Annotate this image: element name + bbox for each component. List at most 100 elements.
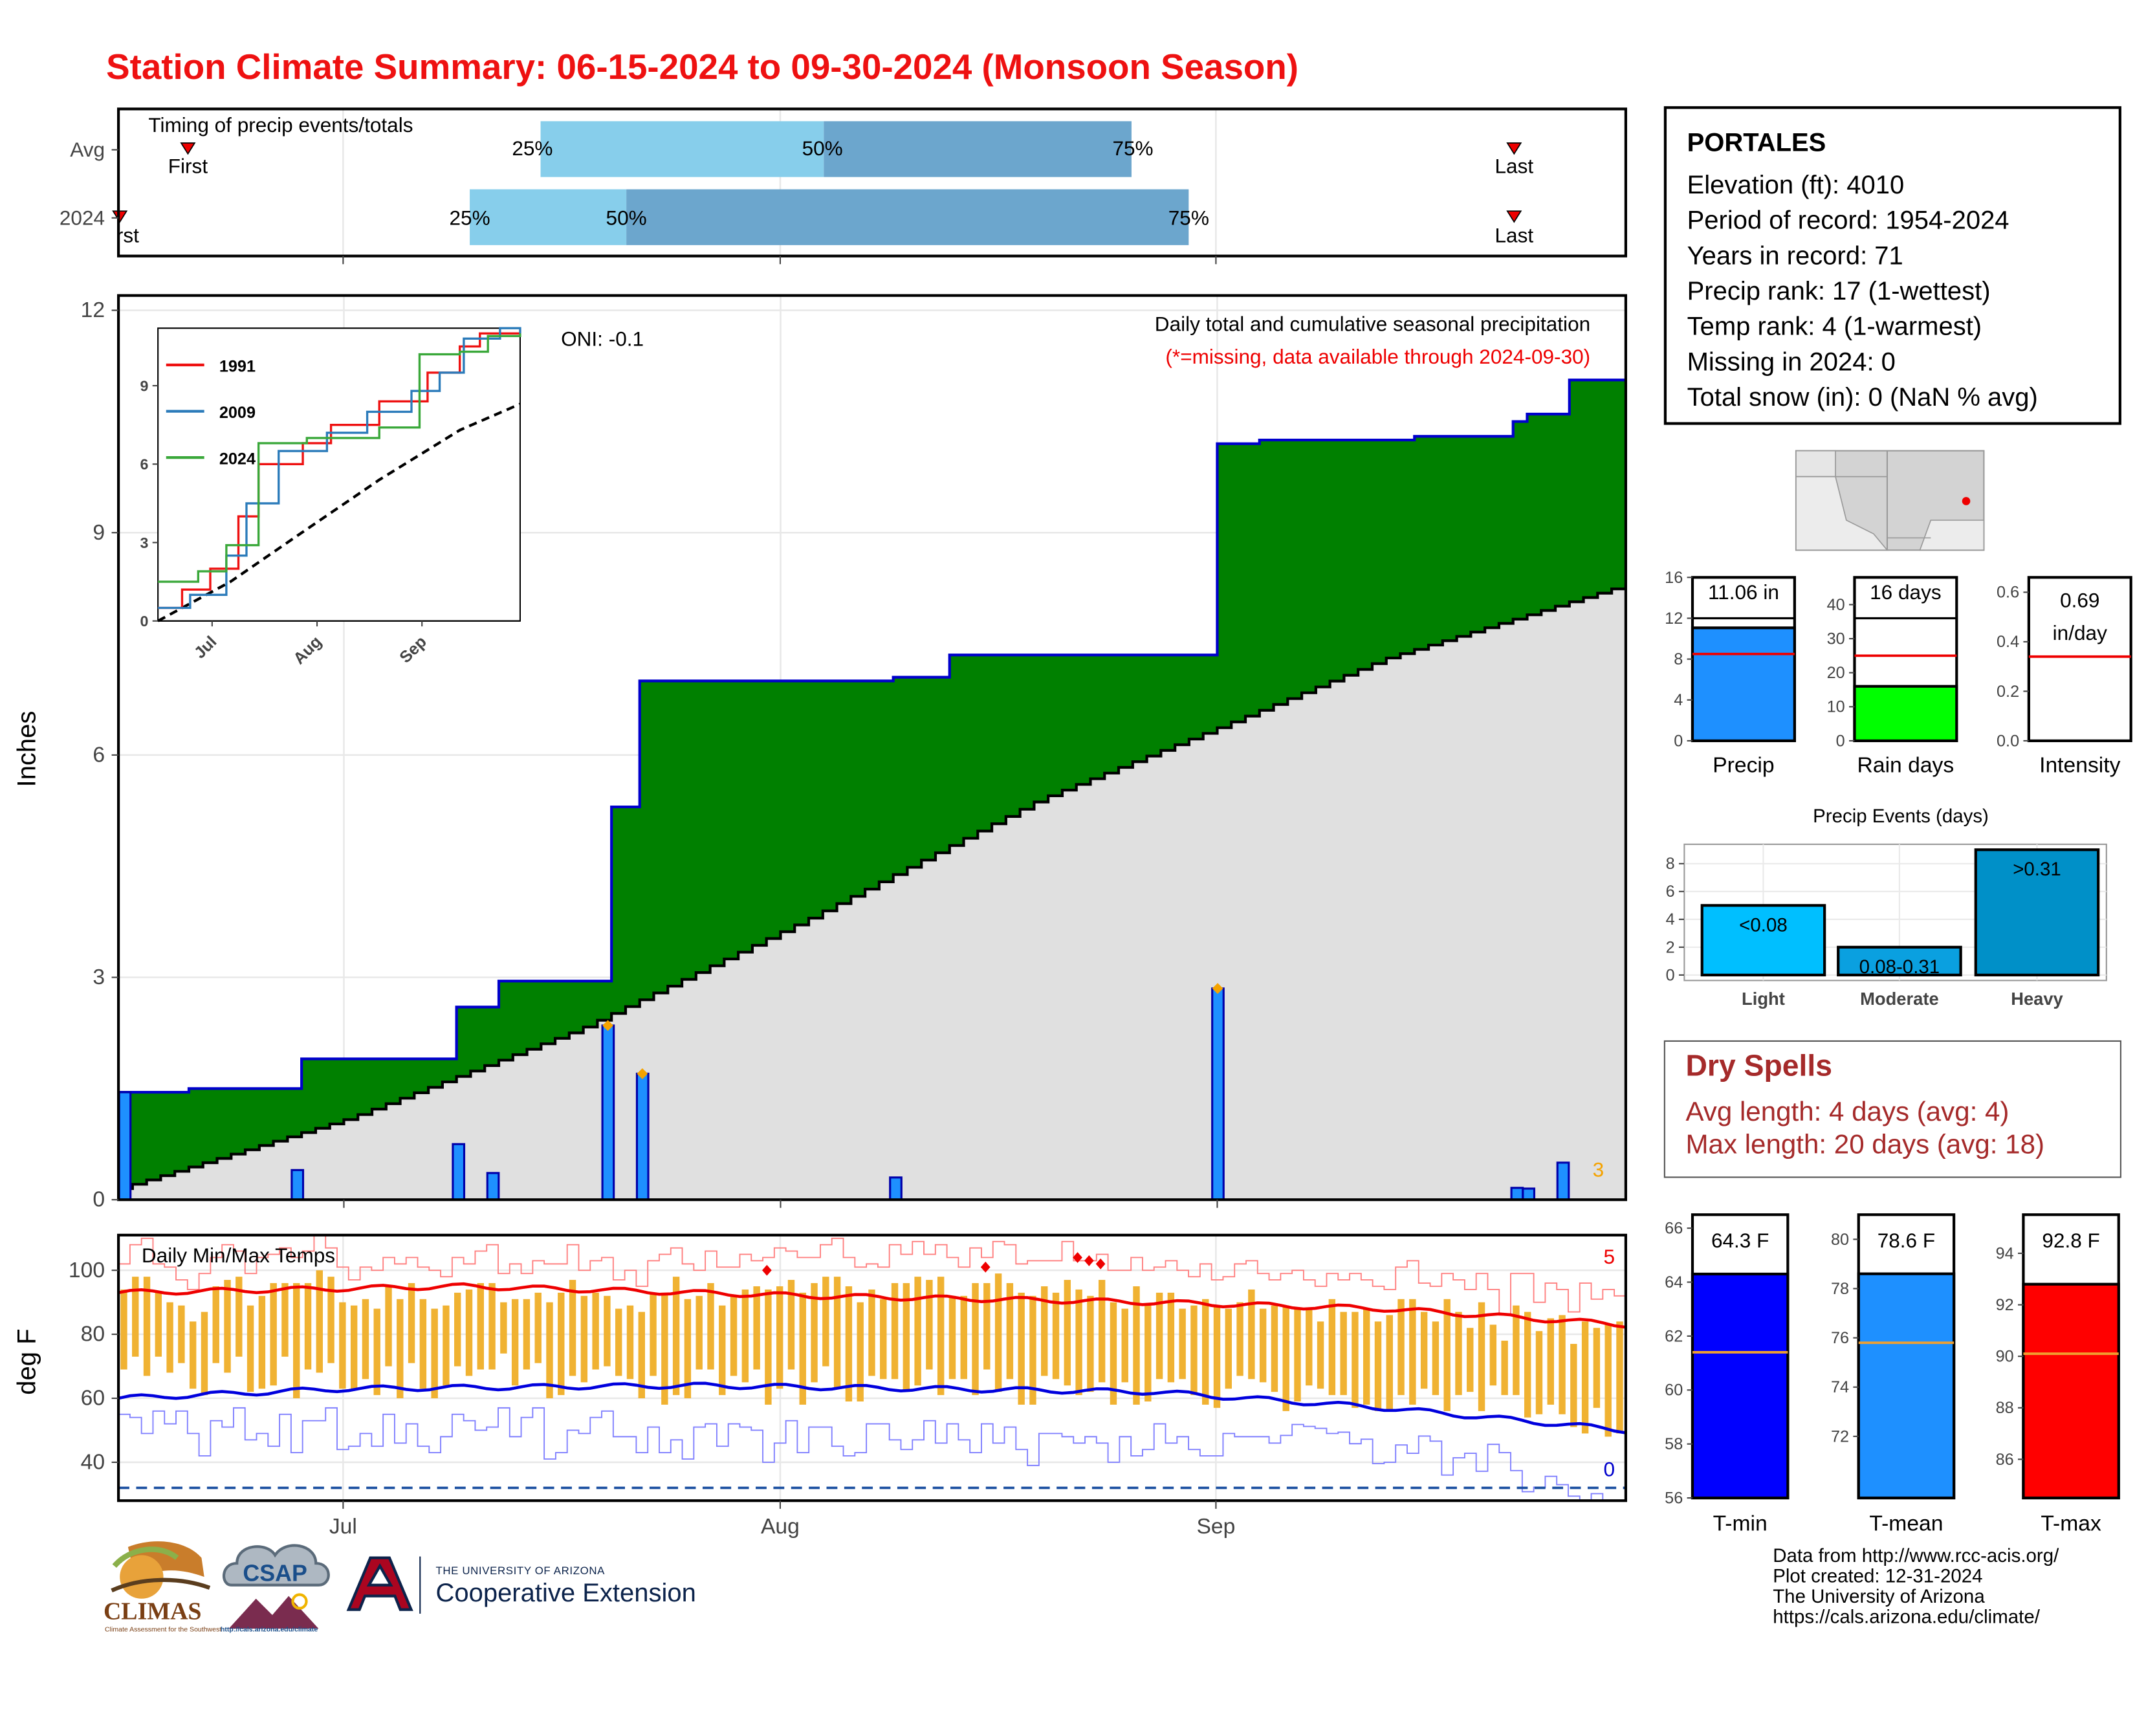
precip-missing-note: (*=missing, data available through 2024-… <box>1165 345 1590 368</box>
mini-plot-2 <box>2027 576 2132 743</box>
daily-temp-bar <box>857 1302 864 1401</box>
daily-temp-bar <box>845 1286 853 1401</box>
daily-temp-bar <box>465 1289 473 1376</box>
mini-axis-label: Precip <box>1713 753 1774 777</box>
temp-tick-label: 74 <box>1831 1378 1849 1396</box>
daily-temp-bar <box>270 1283 277 1386</box>
event-category-label: Heavy <box>2011 989 2063 1009</box>
daily-temp-bar <box>500 1302 507 1354</box>
daily-temp-bar <box>1478 1302 1485 1411</box>
daily-temp-bar <box>120 1289 127 1370</box>
csap-wordmark: CSAP <box>243 1560 307 1586</box>
daily-temp-bar <box>569 1280 576 1376</box>
daily-temp-bar <box>408 1283 415 1363</box>
daily-temp-bar <box>1501 1341 1508 1396</box>
daily-temp-bar <box>1306 1308 1313 1386</box>
temp-tick-label: 88 <box>1996 1399 2014 1417</box>
daily-temp-bar <box>960 1295 967 1379</box>
events-tick-label: 0 <box>1666 966 1675 984</box>
avg-p75: 75% <box>1112 137 1153 160</box>
daily-temp-bar <box>443 1305 450 1386</box>
daily-temp-bar <box>281 1283 289 1357</box>
mini-tick-label: 0.6 <box>1997 584 2019 602</box>
temp-ytick-label: 40 <box>81 1450 105 1474</box>
daily-temp-bar <box>1535 1331 1543 1414</box>
2024-p75: 75% <box>1168 206 1209 229</box>
record-high-marker <box>761 1264 772 1276</box>
daily-temp-bar <box>765 1289 772 1405</box>
daily-precip-bar <box>889 1176 903 1200</box>
mini-tick-label: 16 <box>1665 569 1683 587</box>
month-tick-sep: Sep <box>1196 1515 1235 1539</box>
2024-last-marker <box>1506 210 1522 223</box>
daily-temp-bar <box>1064 1280 1071 1386</box>
daily-temp-bar <box>1121 1308 1128 1383</box>
daily-temp-bar <box>546 1302 553 1399</box>
daily-temp-bar <box>580 1295 588 1383</box>
record-high-line <box>118 1235 1626 1316</box>
event-bar-label: <0.08 <box>1739 914 1788 936</box>
daily-temp-bar <box>1202 1299 1209 1405</box>
daily-temp-bar <box>316 1270 323 1373</box>
temp-tick-label: 60 <box>1665 1381 1683 1400</box>
daily-temp-bar <box>350 1305 358 1389</box>
inset-ytick-label: 3 <box>140 534 149 551</box>
daily-temp-bar <box>1213 1305 1221 1408</box>
inset-average-line <box>157 402 521 622</box>
daily-temp-bar <box>477 1283 485 1370</box>
daily-temp-bar <box>373 1308 380 1396</box>
daily-temp-bar <box>684 1299 692 1399</box>
temp-value-label: 92.8 F <box>2042 1229 2099 1252</box>
daily-temp-bar <box>534 1292 542 1363</box>
daily-temp-bar <box>833 1277 841 1389</box>
temp-ytick-label: 60 <box>81 1387 105 1411</box>
daily-temp-bar <box>1340 1312 1347 1396</box>
daily-temp-bar <box>903 1283 910 1392</box>
daily-temp-bar <box>431 1308 438 1399</box>
daily-temp-bar <box>972 1283 979 1396</box>
dry-spells-title: Dry Spells <box>1685 1048 1832 1083</box>
mini-tick-label: 0.4 <box>1997 633 2019 651</box>
daily-precip-bar <box>1211 987 1225 1200</box>
daily-temp-bar <box>246 1305 254 1392</box>
daily-temp-bar <box>1593 1328 1601 1408</box>
daily-temp-bar <box>1547 1318 1554 1405</box>
station-missing: Missing in 2024: 0 <box>1687 348 1896 377</box>
record-low-line <box>118 1407 1604 1501</box>
daily-temp-bar <box>1236 1302 1243 1376</box>
station-elevation: Elevation (ft): 4010 <box>1687 171 1905 201</box>
daily-temp-bar <box>650 1292 657 1376</box>
daily-temp-bar <box>707 1283 714 1370</box>
daily-temp-bar <box>626 1305 634 1379</box>
events-tick-label: 8 <box>1666 855 1675 873</box>
daily-temp-bar <box>592 1292 599 1370</box>
event-bar-label: >0.31 <box>2013 859 2061 880</box>
mini-tick-label: 0 <box>1674 732 1683 750</box>
daily-temp-bar <box>811 1283 818 1383</box>
precip-ytick-label: 6 <box>93 743 105 767</box>
daily-precip-marker <box>1212 983 1223 994</box>
daily-temp-bar <box>880 1299 887 1379</box>
temp-tick-label: 80 <box>1831 1231 1849 1249</box>
temp-label: Daily Min/Max Temps <box>142 1244 335 1267</box>
daily-temp-bar <box>224 1280 231 1373</box>
temp-bar-T-max <box>2022 1282 2120 1500</box>
ua-top-text: THE UNIVERSITY OF ARIZONA <box>435 1565 606 1577</box>
daily-precip-bar <box>1556 1161 1570 1200</box>
avg-first-marker <box>180 142 196 155</box>
daily-temp-bar <box>1144 1305 1152 1401</box>
daily-temp-bar <box>235 1277 243 1357</box>
daily-temp-bar <box>1581 1321 1589 1434</box>
daily-precip-bar <box>486 1172 500 1200</box>
daily-temp-bar <box>937 1277 945 1396</box>
daily-temp-bar <box>1271 1305 1278 1392</box>
daily-precip-bar <box>1522 1187 1536 1200</box>
credits: Data from http://www.rcc-acis.org/ Plot … <box>1773 1545 2059 1627</box>
daily-temp-bar <box>1604 1324 1612 1437</box>
daily-temp-bar <box>753 1286 760 1370</box>
temp-tick-label: 90 <box>1996 1348 2014 1366</box>
avg-p50: 50% <box>802 137 843 160</box>
inset-legend-label: 2024 <box>219 450 256 468</box>
